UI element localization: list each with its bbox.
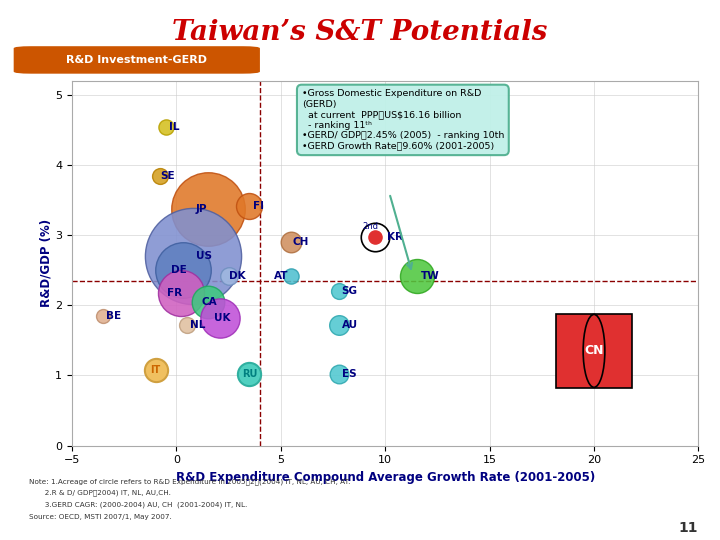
Text: DE: DE — [171, 265, 186, 275]
Point — [187, 252, 199, 261]
Text: 2.R & D/ GDP：2004) IT, NL, AU,CH.: 2.R & D/ GDP：2004) IT, NL, AU,CH. — [29, 490, 171, 496]
Point — [222, 272, 234, 280]
Text: CN: CN — [584, 345, 604, 357]
Text: SG: SG — [342, 286, 358, 296]
Point — [181, 321, 192, 329]
Point — [202, 298, 213, 306]
Point — [369, 232, 380, 241]
Point — [160, 122, 171, 131]
Text: ES: ES — [343, 369, 357, 379]
Text: R&D Investment-GERD: R&D Investment-GERD — [66, 55, 207, 65]
Point — [175, 288, 186, 297]
Text: 3.GERD CAGR: (2000-2004) AU, CH  (2001-2004) IT, NL.: 3.GERD CAGR: (2000-2004) AU, CH (2001-20… — [29, 502, 247, 508]
Point — [154, 171, 166, 180]
Point — [285, 238, 297, 247]
Point — [333, 321, 345, 329]
Text: Source: OECD, MSTI 2007/1, May 2007.: Source: OECD, MSTI 2007/1, May 2007. — [29, 514, 171, 519]
Text: FI: FI — [253, 201, 264, 211]
Text: KR: KR — [387, 232, 403, 241]
Text: AT: AT — [274, 271, 288, 281]
X-axis label: R&D Expenditure Compound Average Growth Rate (2001-2005): R&D Expenditure Compound Average Growth … — [176, 471, 595, 484]
Text: TW: TW — [420, 271, 439, 281]
Point — [202, 204, 213, 213]
Text: SE: SE — [161, 171, 176, 180]
Text: CH: CH — [292, 237, 309, 247]
Text: DK: DK — [229, 271, 246, 281]
FancyBboxPatch shape — [557, 314, 631, 388]
Text: UK: UK — [214, 313, 230, 323]
Point — [215, 314, 226, 322]
Point — [333, 370, 345, 379]
Point — [243, 201, 255, 210]
Text: CA: CA — [202, 297, 217, 307]
Text: FR: FR — [167, 288, 182, 298]
Text: IT: IT — [150, 365, 161, 375]
Text: BE: BE — [106, 311, 122, 321]
Point — [410, 272, 422, 280]
Text: Taiwan’s S&T Potentials: Taiwan’s S&T Potentials — [172, 19, 548, 46]
Point — [97, 312, 109, 320]
Text: RU: RU — [242, 369, 257, 379]
FancyBboxPatch shape — [14, 46, 260, 73]
Text: Note: 1.Acreage of circle refers to R&D Expenditure in 2005；2；(2004) IT, NL, AU,: Note: 1.Acreage of circle refers to R&D … — [29, 478, 350, 484]
Text: NL: NL — [189, 320, 205, 330]
Point — [333, 287, 345, 295]
Point — [150, 366, 161, 374]
Text: 2nd: 2nd — [363, 222, 379, 231]
Point — [369, 232, 380, 241]
Point — [243, 370, 255, 379]
Point — [285, 272, 297, 280]
Point — [177, 266, 189, 274]
Text: US: US — [196, 251, 212, 261]
Y-axis label: R&D/GDP (%): R&D/GDP (%) — [40, 219, 53, 307]
Text: JP: JP — [196, 204, 207, 214]
Text: 11: 11 — [679, 521, 698, 535]
Text: AU: AU — [342, 320, 358, 330]
Text: IL: IL — [169, 122, 179, 132]
Text: •Gross Domestic Expenditure on R&D
(GERD)
  at current  PPP：US$16.16 billion
  -: •Gross Domestic Expenditure on R&D (GERD… — [302, 90, 504, 151]
